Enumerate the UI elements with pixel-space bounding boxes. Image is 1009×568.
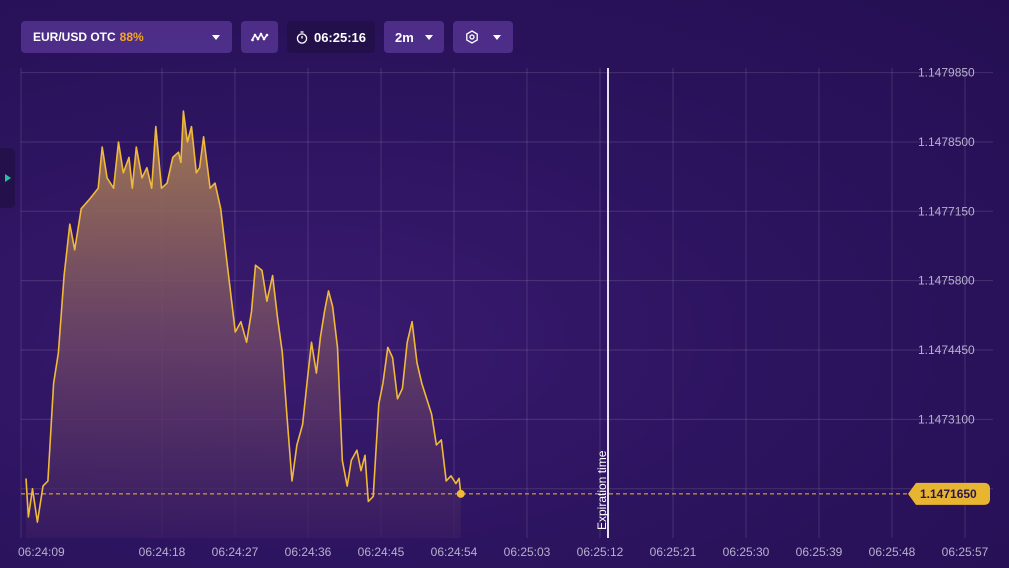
y-tick-label: 1.1473100: [918, 412, 975, 426]
current-price-tag: 1.1471650: [908, 482, 990, 505]
x-tick-label: 06:25:39: [796, 545, 843, 559]
side-panel-toggle[interactable]: [0, 148, 15, 208]
y-axis-ticks: 1.1479850 1.1478500 1.1477150 1.1475800 1.14…: [918, 66, 975, 496]
x-tick-label: 06:24:09: [18, 545, 65, 559]
x-tick-label: 06:24:27: [212, 545, 259, 559]
x-tick-label: 06:24:36: [285, 545, 332, 559]
y-tick-label: 1.1478500: [918, 135, 975, 149]
y-tick-label: 1.1474450: [918, 343, 975, 357]
chart-type-button[interactable]: [241, 21, 278, 53]
asset-name: EUR/USD OTC: [33, 30, 116, 44]
triangle-right-icon: [4, 174, 11, 182]
price-area: [26, 111, 461, 538]
asset-label: EUR/USD OTC 88%: [33, 30, 144, 44]
server-time-value: 06:25:16: [313, 29, 367, 45]
asset-selector[interactable]: EUR/USD OTC 88%: [21, 21, 232, 53]
current-price-dot: [456, 489, 465, 498]
y-tick-label: 1.1477150: [918, 204, 975, 218]
price-line: [25, 110, 462, 523]
x-tick-label: 06:24:18: [139, 545, 186, 559]
x-tick-label: 06:25:12: [577, 545, 624, 559]
chart-settings-button[interactable]: [453, 21, 513, 53]
x-tick-label: 06:25:57: [942, 545, 989, 559]
y-tick-label: 1.1475800: [918, 274, 975, 288]
expiration-label: Expiration time: [595, 450, 609, 530]
x-tick-label: 06:25:30: [723, 545, 770, 559]
price-tag-shape: [908, 482, 990, 505]
gear-icon: [466, 30, 478, 44]
x-tick-label: 06:24:45: [358, 545, 405, 559]
waveform-icon: [250, 32, 268, 42]
x-tick-label: 06:24:54: [431, 545, 478, 559]
chart-toolbar: EUR/USD OTC 88% 06:25:16 2m: [21, 21, 513, 53]
payout-percent: 88%: [119, 30, 144, 44]
current-price-value: 1.1471650: [920, 487, 977, 501]
timeframe-selector[interactable]: 2m: [384, 21, 444, 53]
caret-down-icon: [212, 34, 220, 40]
caret-down-icon: [425, 34, 433, 40]
server-time: 06:25:16: [287, 21, 375, 53]
stopwatch-icon: [296, 30, 308, 44]
x-axis-ticks: 06:24:09 06:24:18 06:24:27 06:24:36 06:24:45…: [18, 545, 989, 559]
x-tick-label: 06:25:03: [504, 545, 551, 559]
y-tick-label: 1.1479850: [918, 66, 975, 80]
x-tick-label: 06:25:48: [869, 545, 916, 559]
x-tick-label: 06:25:21: [650, 545, 697, 559]
caret-down-icon: [493, 34, 501, 40]
timeframe-value: 2m: [395, 29, 414, 45]
